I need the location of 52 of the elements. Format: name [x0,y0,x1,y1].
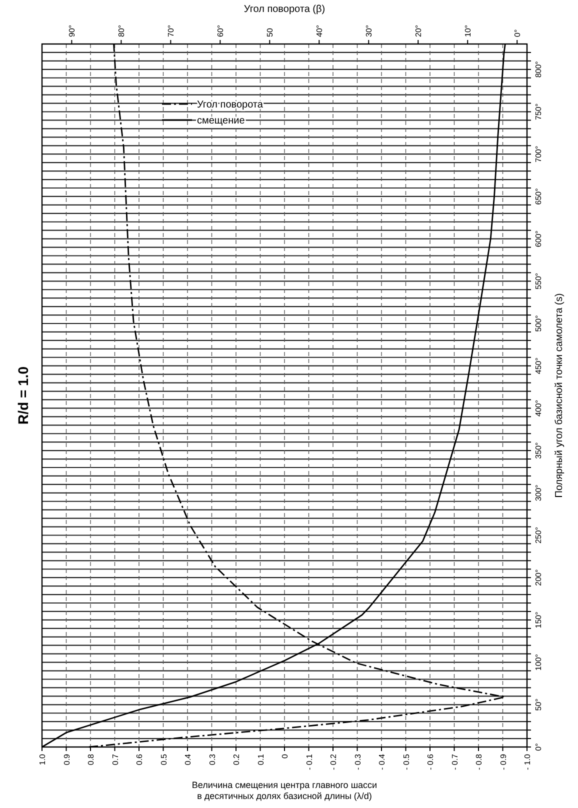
x-tick-label: - 0.1 [304,753,314,770]
x-tick-label: - 0.2 [329,753,338,770]
y-tick-label: 500° [534,315,543,332]
x-tick-label: - 0.7 [450,753,460,770]
x-axis-title: Величина смещения центра главного шасси в десятичных долях базисной длины (λ/d) [192,780,378,801]
y-tick-label: 300° [534,484,543,502]
x-tick-label: 0.5 [159,753,168,766]
x2-axis-title: Угол поворота (β) [244,4,326,15]
y-tick-label: 450° [534,358,543,374]
y-tick-label: 250° [534,526,543,544]
y-tick-label: 150° [534,612,543,628]
x-tick-label: 0.6 [135,753,144,766]
y-tick-label: 700° [534,146,543,162]
x2-tick-label: 70° [166,24,176,37]
x-tick-label: 0.1 [256,753,266,766]
x-tick-label: - 0.3 [353,753,362,770]
x-tick-label: 0.3 [208,753,217,766]
y-tick-label: 800° [534,61,543,78]
y-tick-label: 50° [534,698,543,711]
x2-tick-label: 0° [513,29,522,37]
x-tick-label: 0.4 [184,753,192,766]
x-tick-label: - 1.0 [523,753,532,770]
x-tick-label: 0 [280,753,290,758]
y-tick-label: 350° [534,442,543,459]
x2-tick-label: 40° [315,24,324,37]
x-tick-label: - 0.5 [402,753,411,770]
x2-tick-label: 80° [117,24,126,37]
x-tick-label: 0.2 [232,753,241,766]
y-tick-label: 200° [534,569,543,586]
y-tick-label: 0° [534,743,543,751]
x2-tick-label: 50 [266,28,275,37]
x-tick-label: - 0.8 [474,753,484,770]
y-tick-label: 100° [534,654,543,671]
y-tick-label: 550° [534,272,543,290]
x-tick-label: 1.0 [38,753,47,766]
y-tick-label: 600° [534,230,543,248]
x2-tick-label: 20° [414,24,424,37]
y-axis-title: Полярный угол базисной точки самолета (s) [554,293,565,498]
y-tick-label: 400° [534,400,543,416]
x-tick-label: 0.9 [62,753,72,766]
y-tick-label: 650° [534,188,543,205]
x-tick-label: - 0.4 [378,753,386,770]
x2-tick-label: 10° [464,24,473,37]
x-tick-label: 0.8 [86,753,96,766]
x2-tick-label: 30° [364,24,374,37]
text: R/d = 1.0 [15,366,31,424]
x-tick-label: 0.7 [110,753,120,766]
y-tick-label: 750° [534,103,543,120]
x-tick-label: - 0.6 [426,753,435,770]
x2-tick-label: 90° [68,24,77,37]
x-tick-label: - 0.9 [498,753,508,770]
x2-tick-label: 60° [216,24,226,37]
